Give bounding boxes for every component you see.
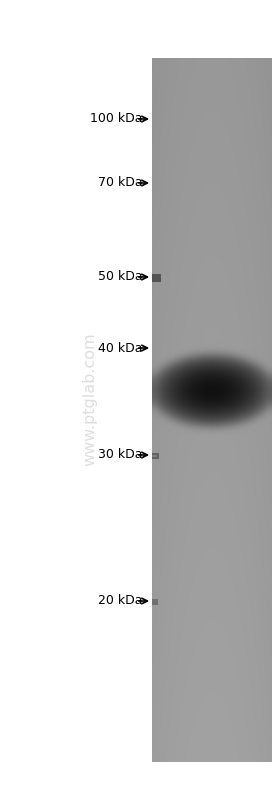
Text: 30 kDa: 30 kDa [99,448,143,462]
Text: www.ptglab.com: www.ptglab.com [83,332,97,467]
Text: 40 kDa: 40 kDa [99,341,143,355]
Text: 100 kDa: 100 kDa [90,113,143,125]
Text: 50 kDa: 50 kDa [98,271,143,284]
Text: 20 kDa: 20 kDa [99,594,143,607]
Text: 70 kDa: 70 kDa [98,177,143,189]
